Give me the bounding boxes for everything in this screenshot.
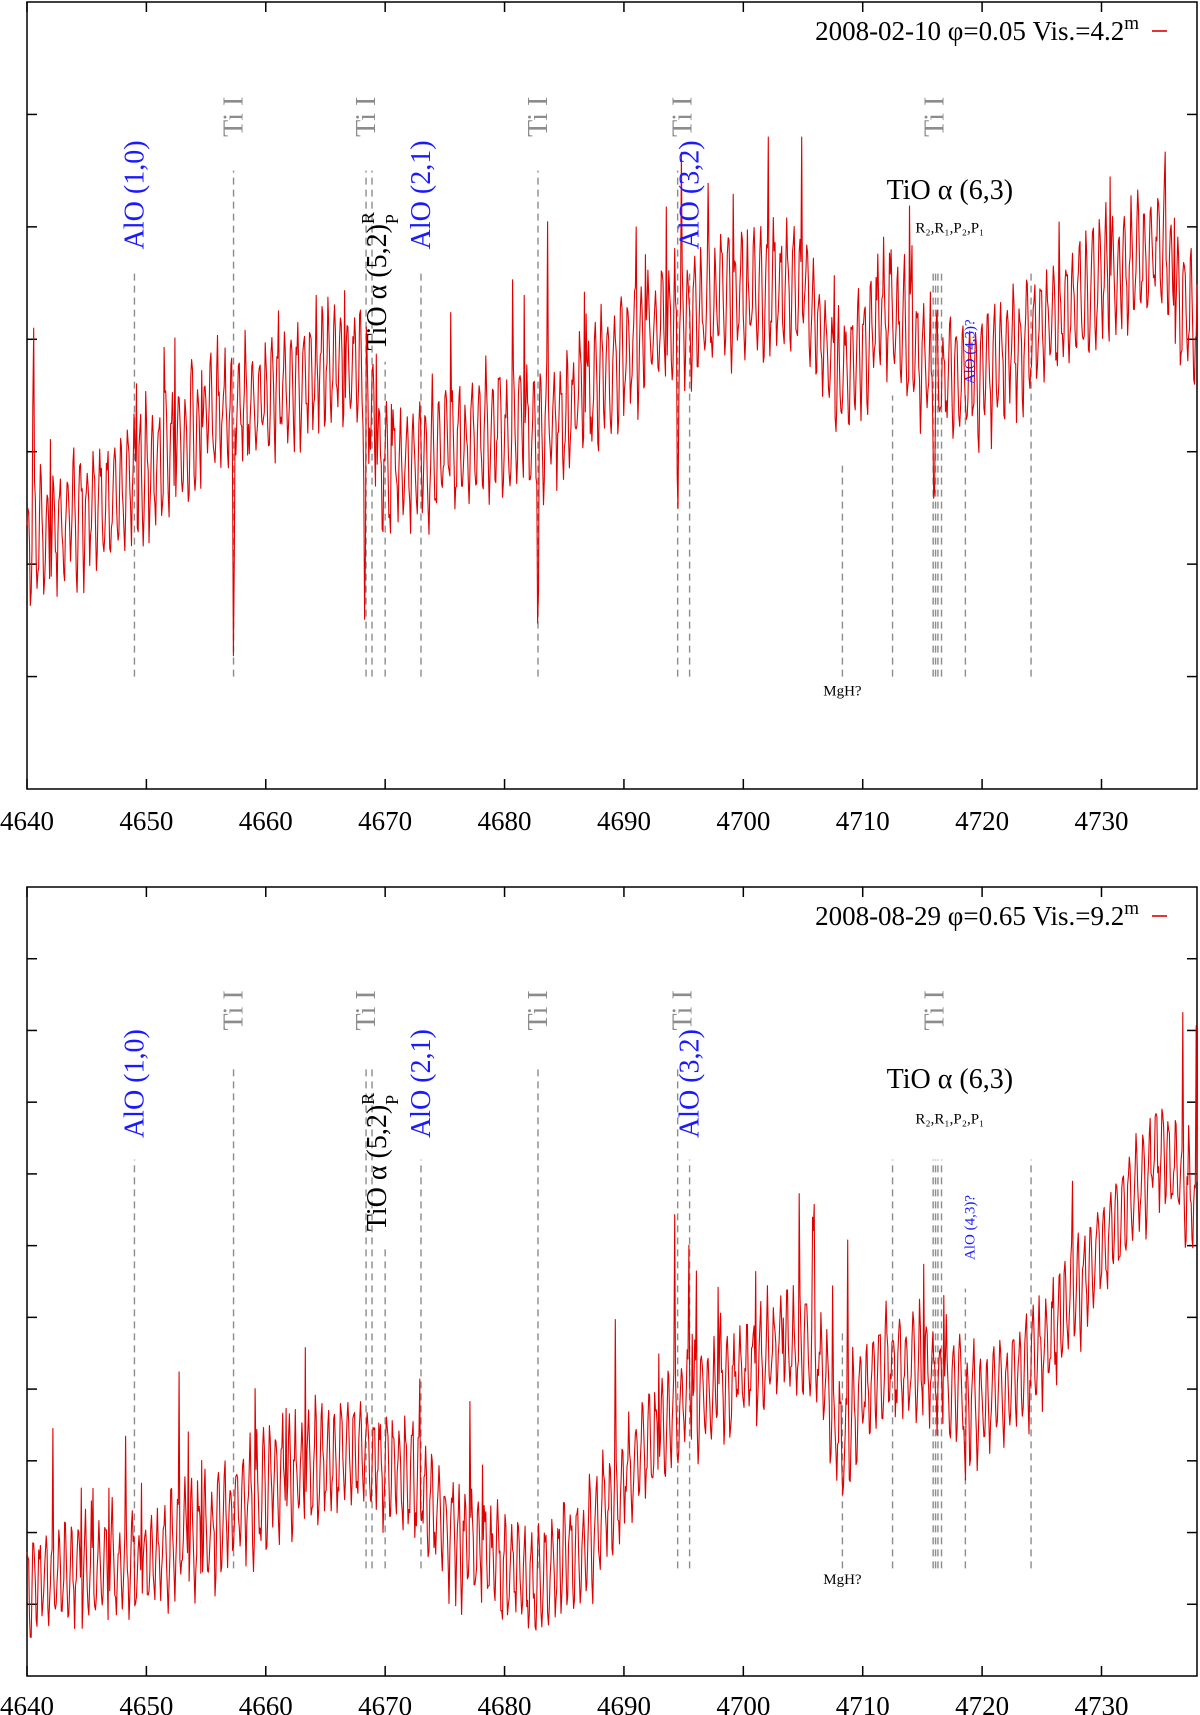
panel-bottom: 4640 4650 4660 4670 4680 4690 4700 4710 4720 4730… xyxy=(0,886,1198,1715)
spectrum-line-top xyxy=(26,136,1198,657)
x-tick-label: 4710 xyxy=(836,1691,890,1715)
legend-label: 2008-08-29 φ=0.65 Vis.=9.2m xyxy=(815,898,1139,931)
x-tick-label: 4730 xyxy=(1074,806,1128,836)
plot-frame-bottom xyxy=(26,886,1198,1677)
panel-top: 4640 4650 4660 4670 4680 4690 4700 4710 4720 4730… xyxy=(0,1,1198,836)
annotation-label: Ti I xyxy=(919,97,950,137)
annotation-label: MgH? xyxy=(823,1572,862,1588)
x-tick-label: 4700 xyxy=(716,1691,770,1715)
spectrum-line-bottom xyxy=(26,1012,1198,1638)
annotation-label: AlO (2,1) xyxy=(406,140,437,249)
x-tick-label: 4700 xyxy=(716,806,770,836)
annotation-label: TiO α (5,2)R P xyxy=(358,212,402,350)
annotation-label: Ti I xyxy=(667,97,698,137)
annotation-label: R₂,R₁,P₂,P₁ xyxy=(915,1112,984,1128)
annotation-label: Ti I xyxy=(219,990,250,1030)
x-tick-label: 4710 xyxy=(836,806,890,836)
annotation-label: Ti I xyxy=(667,990,698,1030)
annotation-label: Ti I xyxy=(523,97,554,137)
annotation-label: MgH? xyxy=(823,684,862,700)
x-tick-label: 4680 xyxy=(478,1691,532,1715)
annotation-label: Ti I xyxy=(523,990,554,1030)
annotation-label: AlO (1,0) xyxy=(119,140,150,249)
annotation-label: AlO (3,2) xyxy=(675,140,706,249)
annotation-label: AlO (1,0) xyxy=(119,1029,150,1138)
annotation-label: R₂,R₁,P₂,P₁ xyxy=(915,220,984,236)
annotation-label: Ti I xyxy=(351,97,382,137)
x-tick-label: 4640 xyxy=(0,806,54,836)
annotation-label: TiO α (6,3) xyxy=(887,1064,1013,1095)
x-tick-label: 4720 xyxy=(955,806,1009,836)
annotation-label: AlO (3,2) xyxy=(675,1029,706,1138)
x-tick-label: 4670 xyxy=(358,806,412,836)
x-tick-label: 4690 xyxy=(597,806,651,836)
x-tick-label: 4680 xyxy=(478,806,532,836)
annotation-label: Ti I xyxy=(919,990,950,1030)
annotation-label: TiO α (5,2)R P xyxy=(358,1093,402,1231)
x-tick-label: 4650 xyxy=(119,806,173,836)
annotation-label: Ti I xyxy=(219,97,250,137)
annotation-label: AlO (4,3)? xyxy=(962,1195,978,1260)
annotation-label: AlO (4,3)? xyxy=(962,319,978,384)
legend-label: 2008-02-10 φ=0.05 Vis.=4.2m xyxy=(815,13,1139,46)
annotation-label: TiO α (6,3) xyxy=(887,175,1013,206)
x-tick-label: 4690 xyxy=(597,1691,651,1715)
x-tick-label: 4730 xyxy=(1074,1691,1128,1715)
plot-frame-top xyxy=(26,1,1198,790)
x-tick-label: 4720 xyxy=(955,1691,1009,1715)
x-tick-label: 4660 xyxy=(239,1691,293,1715)
annotation-label: Ti I xyxy=(351,990,382,1030)
x-tick-label: 4640 xyxy=(0,1691,54,1715)
annotation-label: AlO (2,1) xyxy=(406,1029,437,1138)
x-tick-label: 4650 xyxy=(119,1691,173,1715)
x-tick-label: 4670 xyxy=(358,1691,412,1715)
x-tick-label: 4660 xyxy=(239,806,293,836)
